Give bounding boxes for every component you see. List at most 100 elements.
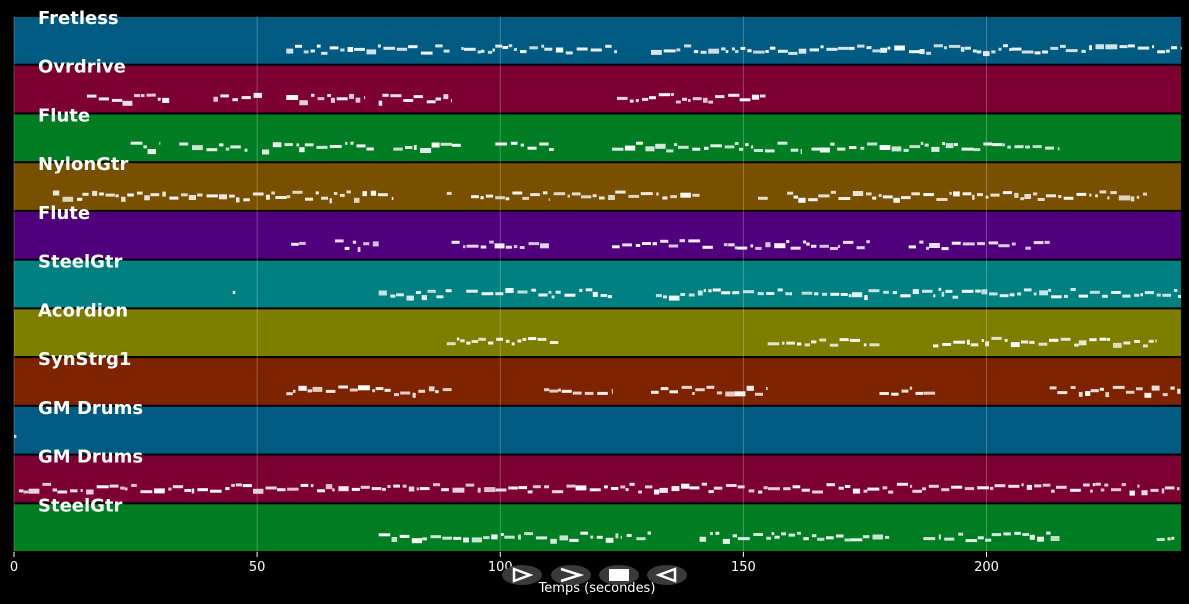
note [435,44,443,48]
note [460,339,465,343]
note [184,489,191,492]
note [808,198,818,202]
note [636,141,643,145]
note [941,247,949,251]
note [701,482,707,486]
note [154,488,165,494]
note [1171,46,1177,50]
note [655,294,662,298]
note [298,385,307,391]
note [559,535,568,541]
note [819,147,830,153]
note [548,290,552,294]
note [422,537,427,541]
note [753,50,765,54]
note [882,486,888,490]
note [1107,337,1110,341]
note [299,100,308,106]
note [973,148,981,152]
note [393,484,400,488]
note [945,143,954,149]
note [1150,488,1159,492]
note [1002,191,1012,195]
note [942,343,952,346]
note [597,391,608,395]
note [868,289,880,293]
note [292,190,303,194]
note [985,538,992,542]
note [1134,293,1140,297]
note [663,295,667,299]
note [856,246,865,250]
note [408,45,418,49]
note [349,93,354,99]
note [316,44,321,48]
note [508,44,513,48]
note-run-1-0 [86,93,170,106]
note [936,198,948,201]
note-run-5-1 [378,289,452,301]
note [838,197,851,200]
note [1143,344,1148,348]
note [951,241,961,245]
note [977,536,984,540]
stop-button[interactable] [599,565,639,585]
note [1104,483,1109,487]
note [636,537,646,541]
note [463,47,476,51]
play-button[interactable] [502,565,542,585]
note [330,97,335,103]
note [483,536,490,540]
note [789,292,792,296]
note [550,538,557,544]
note [948,44,961,48]
note [1020,197,1025,201]
note [645,485,653,489]
note [442,536,452,540]
note [266,194,270,200]
note [435,97,441,101]
note [206,148,218,152]
track-label-10: SteelGtr [38,495,123,516]
note [988,241,999,245]
note [382,487,386,491]
note [638,490,642,494]
note [1111,291,1121,294]
playback-controls[interactable] [502,565,687,585]
note [1045,146,1054,150]
note [933,344,939,348]
note [976,50,982,54]
note [1157,50,1165,54]
note [1136,195,1140,199]
note [206,194,218,198]
note [99,192,104,196]
note [558,388,561,392]
note [1143,192,1147,196]
note [1037,536,1044,542]
note [300,483,309,487]
fast-forward-button[interactable] [551,565,591,585]
note [1033,192,1038,196]
note [862,535,870,539]
note [124,487,128,491]
note [541,44,545,48]
note [900,294,911,298]
note [766,536,771,540]
note [1011,242,1016,246]
note [879,392,889,395]
note [465,483,475,487]
note [1024,194,1031,199]
note [882,195,893,199]
note [954,143,958,147]
note [544,388,550,392]
rewind-button[interactable] [647,565,687,585]
note [1014,192,1019,198]
note [188,195,196,200]
note [884,535,890,539]
note [1078,340,1087,346]
note [1078,391,1083,397]
note [739,98,751,102]
note [488,341,494,345]
note [1165,49,1170,53]
note [518,486,527,490]
